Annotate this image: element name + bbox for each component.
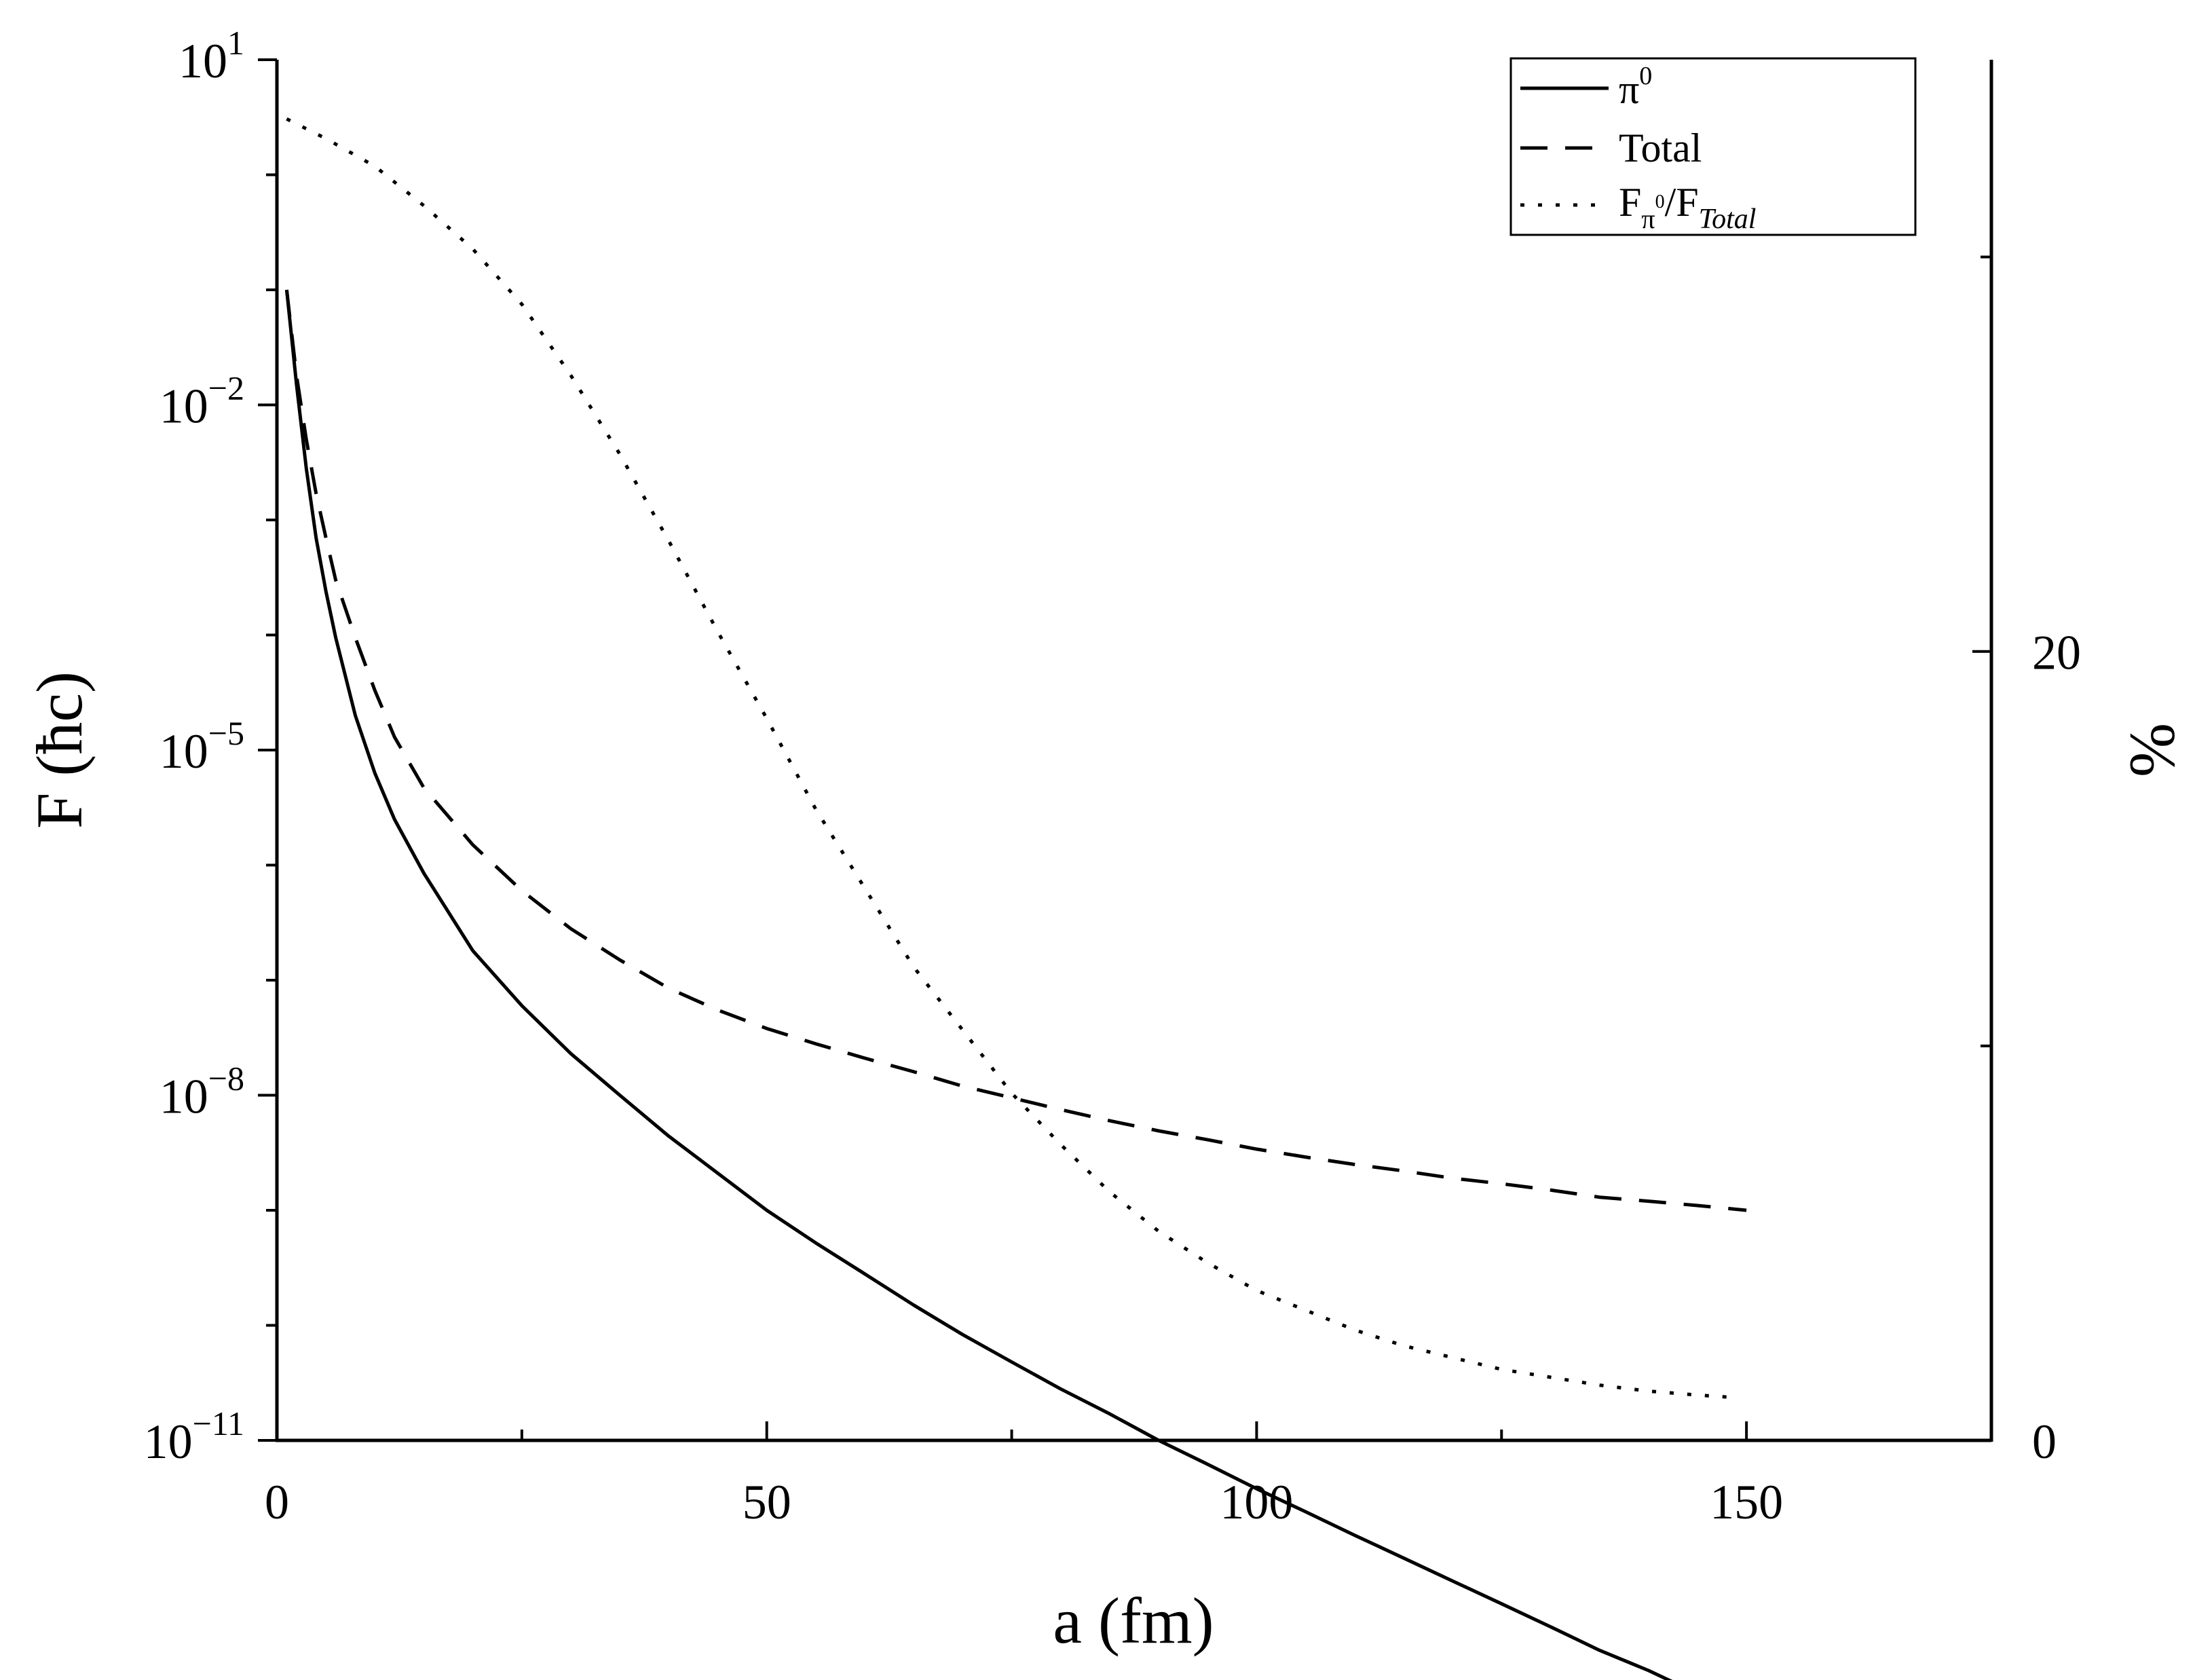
x-tick-label: 150: [1710, 1475, 1783, 1529]
series-line-ratio: [286, 117, 1727, 1399]
legend-label-total: Total: [1619, 126, 1702, 170]
y-tick-label: 10−11: [144, 1404, 244, 1469]
y-axis-label: F (ħc): [23, 671, 96, 829]
y-tick-label: 10−8: [160, 1060, 244, 1124]
y2-tick-label: 0: [2032, 1415, 2057, 1469]
series-line-pi0: [284, 289, 1673, 1680]
y2-tick-label: 20: [2032, 626, 2081, 680]
x-axis-label: a (fm): [1053, 1584, 1214, 1657]
tick-labels: 0 50 100 150 10−11 10−8 10−5 10−2 101 0 20: [144, 24, 2081, 1529]
y-tick-label: 10−5: [160, 714, 244, 779]
ticks: [258, 58, 1993, 1442]
legend-label-pi0: π0: [1619, 62, 1652, 112]
y2-axis-label: %: [2117, 723, 2190, 777]
axes: [275, 60, 1993, 1442]
x-tick-label: 100: [1220, 1475, 1293, 1529]
x-tick-label: 50: [743, 1475, 791, 1529]
series-line-total: [284, 289, 1747, 1212]
legend-label-ratio: Fπ0/FTotal: [1619, 180, 1756, 235]
y-tick-label: 101: [179, 24, 244, 88]
y-tick-label: 10−2: [160, 369, 244, 434]
legend: π0 Total Fπ0/FTotal: [1509, 57, 1917, 236]
series-layer: [284, 117, 1747, 1680]
x-tick-label: 0: [265, 1475, 289, 1529]
